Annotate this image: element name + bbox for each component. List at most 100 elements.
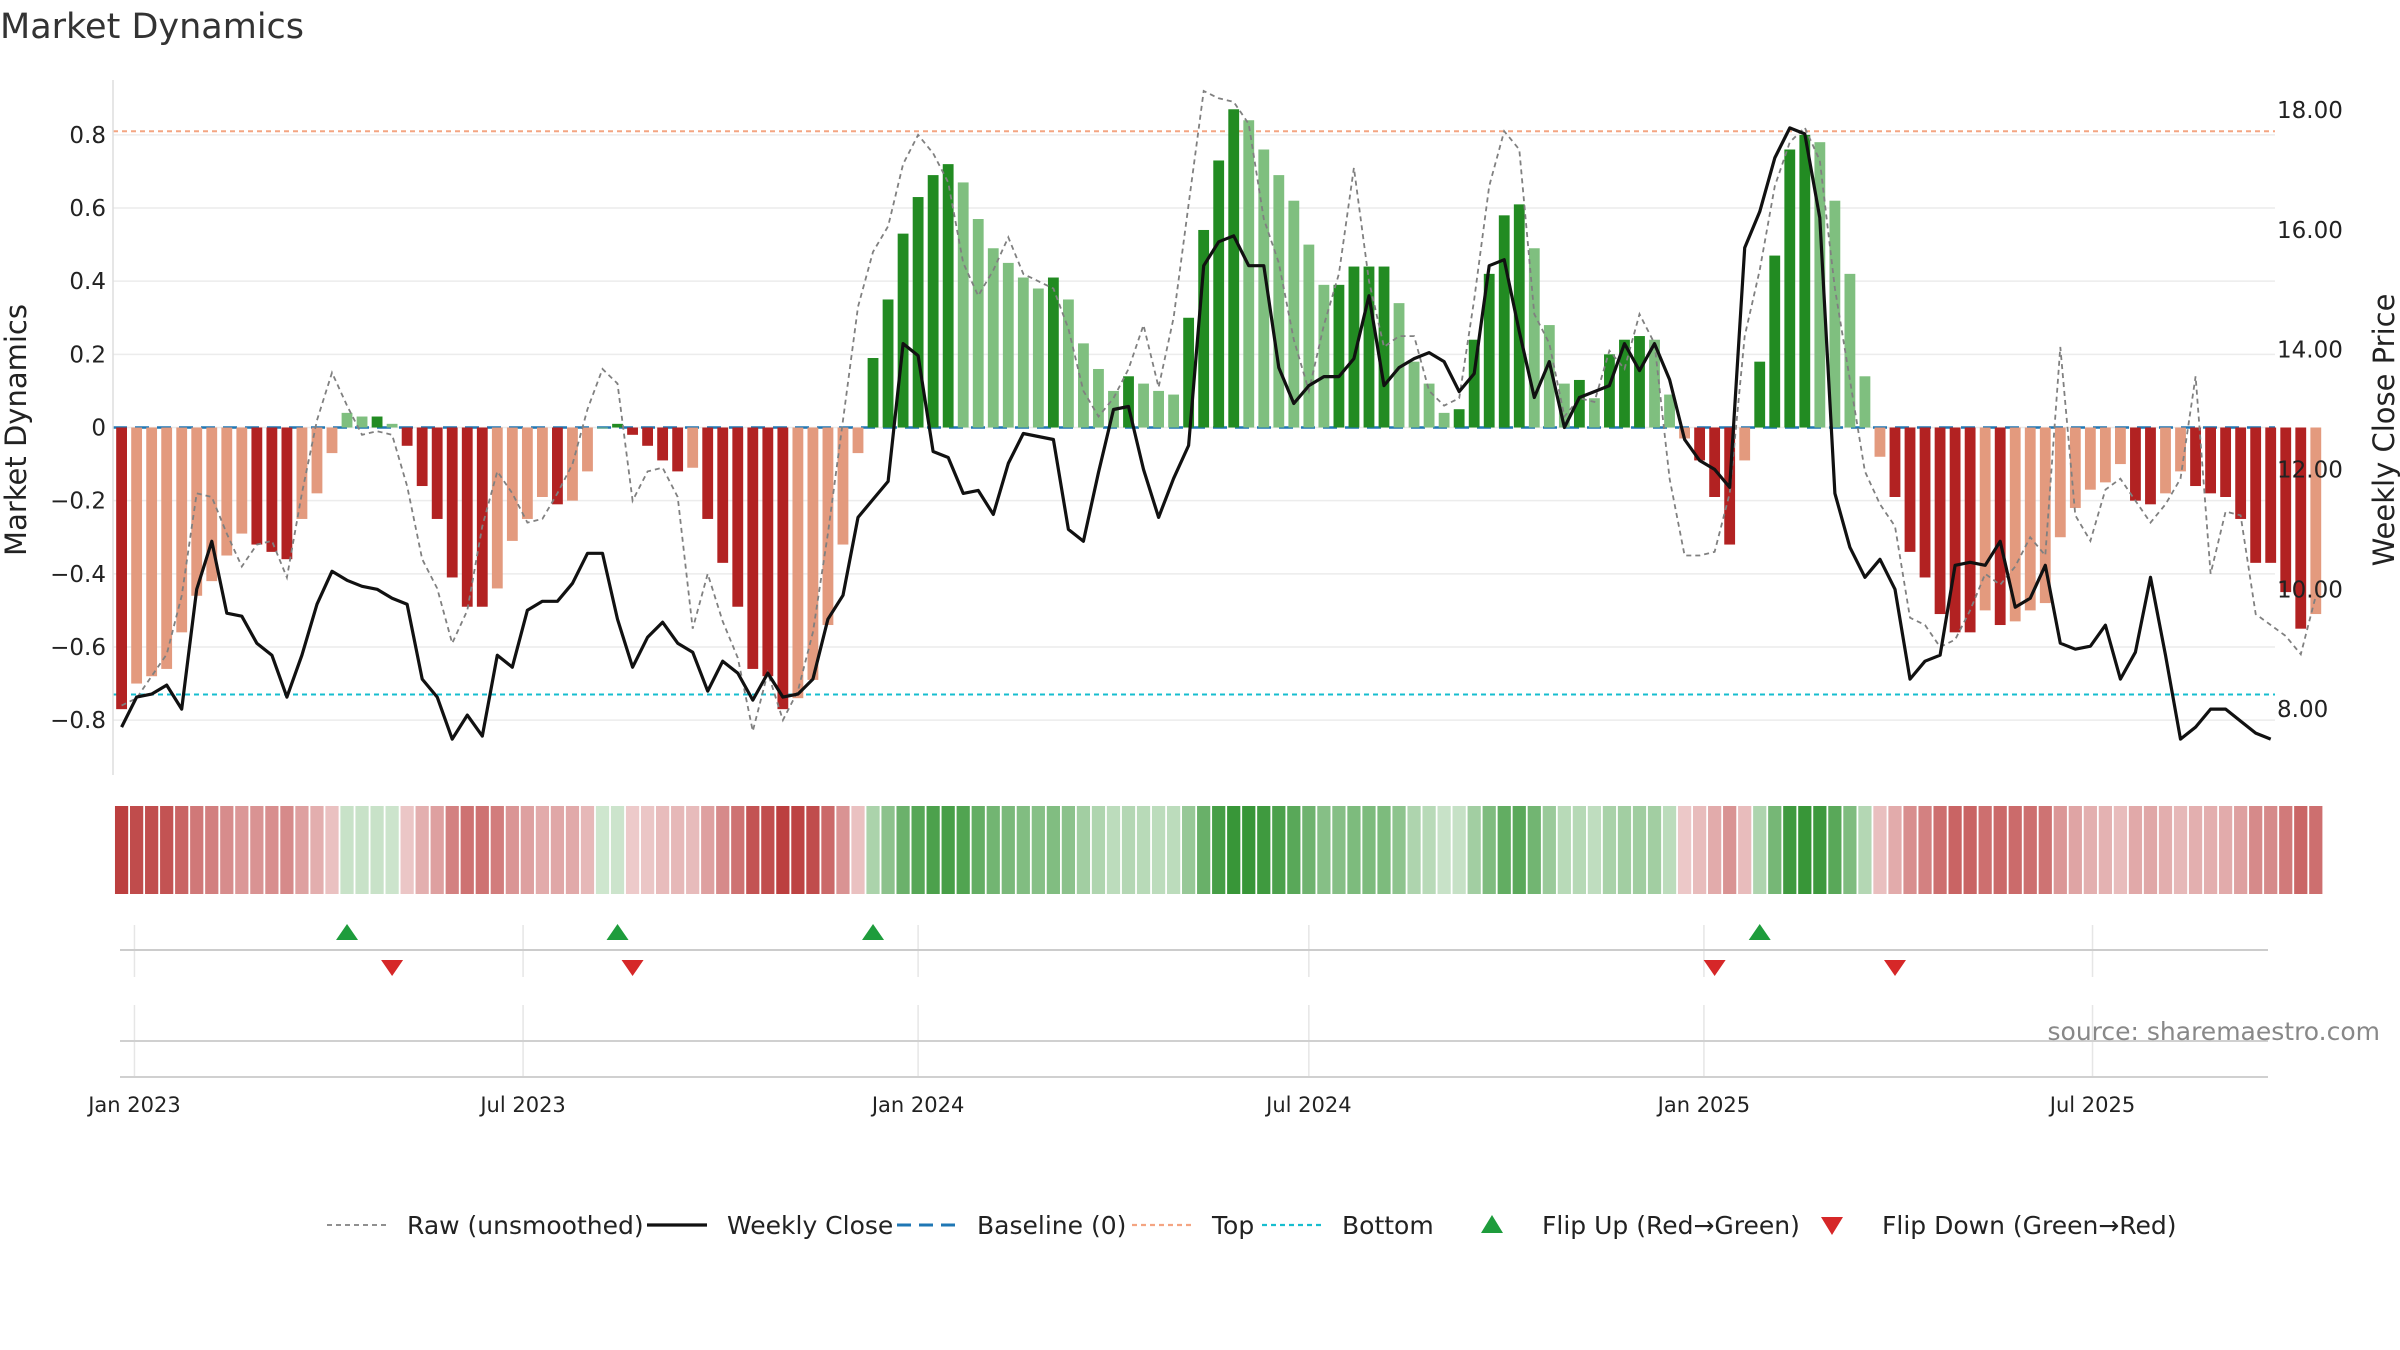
- bar: [822, 427, 834, 626]
- bar: [1002, 262, 1014, 428]
- strip-cell: [896, 806, 910, 894]
- bar: [2130, 427, 2141, 501]
- flip-panel-grid: [133, 925, 2094, 1077]
- legend: Raw (unsmoothed) Weekly Close Baseline (0)…: [327, 1211, 2177, 1240]
- strip-cell: [415, 806, 429, 894]
- strip-cell: [1557, 806, 1571, 894]
- strip-cell: [1016, 806, 1030, 894]
- strip-cell: [1587, 806, 1602, 894]
- bar: [521, 427, 533, 519]
- bar: [687, 427, 699, 468]
- bar: [867, 358, 879, 428]
- bar: [957, 182, 969, 428]
- bar: [1664, 394, 1675, 428]
- y-axis-left-ticks: 0.8 0.6 0.4 0.2 0 −0.2 −0.4 −0.6 −0.8: [50, 123, 106, 734]
- strip-cell: [235, 806, 249, 894]
- strip-cell: [1121, 806, 1136, 894]
- bar: [1558, 383, 1570, 428]
- strip-cell: [2234, 806, 2248, 894]
- bar: [597, 427, 608, 429]
- bar: [1047, 277, 1059, 428]
- strip-cell: [1753, 806, 1767, 894]
- strip-cell: [460, 806, 474, 894]
- x-tick-label: Jul 2024: [1264, 1093, 1351, 1117]
- strip-cell: [1918, 806, 1932, 894]
- bar: [386, 423, 398, 428]
- strip-cell: [205, 806, 219, 894]
- strip-cell: [430, 806, 444, 894]
- strip-cell: [1843, 806, 1857, 894]
- strip-cell: [2249, 806, 2263, 894]
- strip-cell: [866, 806, 880, 894]
- legend-label: Bottom: [1342, 1211, 1434, 1240]
- legend-label: Weekly Close: [727, 1211, 893, 1240]
- strip-cell: [1723, 806, 1737, 894]
- y-tick-label: −0.8: [50, 708, 106, 734]
- strip-cell: [2188, 806, 2203, 894]
- bar: [1799, 134, 1811, 428]
- strip-cell: [1437, 806, 1451, 894]
- bar: [2145, 427, 2156, 505]
- strip-cell: [580, 806, 595, 894]
- bar: [1423, 383, 1435, 428]
- bar: [1528, 248, 1540, 428]
- strip-cell: [716, 806, 730, 894]
- bar: [1017, 277, 1029, 428]
- flip-down-marker: [621, 960, 644, 976]
- bar: [1784, 149, 1796, 428]
- strip-cell: [2098, 806, 2113, 894]
- strip-cell: [250, 806, 264, 894]
- bar: [777, 427, 789, 710]
- strip-cell: [2038, 806, 2052, 894]
- strip-cell: [1061, 806, 1076, 894]
- strip-cell: [1662, 806, 1677, 894]
- bar: [582, 427, 593, 472]
- bar: [236, 427, 248, 534]
- bar: [672, 427, 684, 472]
- bar: [251, 427, 263, 545]
- strip-cell: [1212, 806, 1226, 894]
- bar: [1934, 427, 1946, 615]
- bar: [206, 427, 218, 582]
- bar: [1243, 120, 1255, 428]
- bar: [461, 427, 473, 607]
- bar: [131, 427, 143, 684]
- bar: [702, 427, 714, 519]
- bar: [1814, 142, 1826, 428]
- strip-cell: [1332, 806, 1346, 894]
- strip-cell: [1166, 806, 1181, 894]
- bar: [281, 427, 293, 560]
- strip-cell: [385, 806, 399, 894]
- strip-cell: [535, 806, 550, 894]
- strip-cell: [1903, 806, 1917, 894]
- strip-cell: [565, 806, 580, 894]
- bar: [2280, 427, 2292, 593]
- strip-cell: [746, 806, 760, 894]
- bar: [852, 427, 864, 454]
- strip-cell: [1091, 806, 1106, 894]
- strip-cell: [2264, 806, 2278, 894]
- bar: [1498, 215, 1510, 428]
- strip-cell: [1076, 806, 1091, 894]
- bar: [732, 427, 744, 607]
- bar: [1649, 339, 1660, 428]
- strip-cell: [1572, 806, 1586, 894]
- strip-cell: [821, 806, 835, 894]
- y2-tick-label: 14.00: [2277, 338, 2343, 364]
- strip-cell: [190, 806, 204, 894]
- strip-cell: [1692, 806, 1707, 894]
- bar: [1859, 376, 1871, 428]
- bar: [762, 427, 774, 677]
- strip-cell: [490, 806, 504, 894]
- strip-cell: [971, 806, 985, 894]
- strip-cell: [2158, 806, 2173, 894]
- strip-cell: [2128, 806, 2143, 894]
- bar: [1393, 303, 1405, 428]
- bar: [1994, 427, 2006, 626]
- strip-cell: [1888, 806, 1902, 894]
- bar: [1213, 160, 1225, 428]
- flip-up-marker: [862, 924, 885, 940]
- bar: [2175, 427, 2186, 472]
- strip-cell: [2309, 806, 2323, 894]
